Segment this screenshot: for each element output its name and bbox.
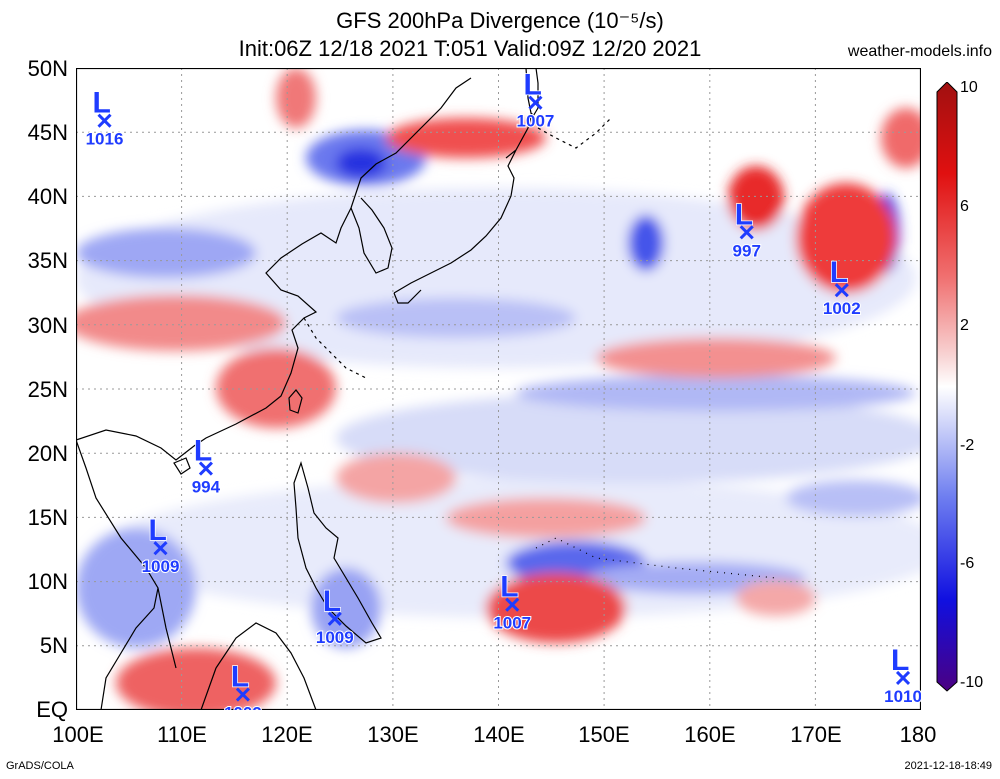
coastlines: [76, 68, 777, 710]
hainan-coast: [173, 457, 191, 475]
low-center-cross: [198, 461, 213, 476]
colorbar-label: -6: [960, 555, 975, 572]
lat-label: 10N: [27, 569, 68, 594]
colorbar-label: -10: [960, 674, 984, 691]
divergence-field: [76, 68, 921, 710]
map-frame: [76, 68, 921, 710]
lat-label: 25N: [27, 377, 68, 402]
micronesia-islands: [535, 537, 777, 579]
low-pressure-marker: L 1016: [85, 86, 125, 150]
low-pressure-marker: L 1007: [492, 570, 532, 634]
low-pressure-value: 1009: [142, 557, 180, 576]
lat-label: 45N: [27, 120, 68, 145]
colorbar-label: 2: [960, 317, 969, 334]
kuril-islands: [537, 117, 612, 149]
map-subtitle: Init:06Z 12/18 2021 T:051 Valid:09Z 12/2…: [238, 36, 702, 61]
lon-label: 110E: [157, 722, 207, 747]
low-symbol: L: [891, 644, 909, 677]
low-symbol: L: [500, 571, 518, 604]
low-symbol: L: [231, 661, 249, 694]
indochina-coast: [76, 439, 177, 710]
lat-label: 30N: [27, 313, 68, 338]
low-center-cross: [528, 95, 543, 110]
lon-label: 160E: [684, 722, 736, 747]
footer-timestamp: 2021-12-18-18:49: [904, 760, 992, 772]
low-pressure-marker: L 997: [732, 198, 762, 262]
borneo-coast: [200, 622, 317, 710]
low-pressure-marker: L 994: [191, 434, 222, 498]
low-pressure-marker: L 1009: [223, 660, 263, 710]
ryukyu-islands: [303, 317, 367, 379]
low-pressure-marker: L 1010: [883, 643, 921, 707]
low-center-cross: [97, 113, 112, 128]
divergence-map: L 1016 L 1007 L 997 L 1002 L 994 L 1009 L 1009 L 1007 L 1…: [76, 68, 921, 710]
japan-coast: [393, 112, 533, 304]
map-title: GFS 200hPa Divergence (10⁻⁵/s): [336, 8, 664, 33]
mainland-coast: [76, 77, 472, 461]
lat-label: 35N: [27, 248, 68, 273]
low-pressure-value: 1002: [823, 299, 861, 318]
low-symbol: L: [93, 87, 111, 120]
sakhalin-coast: [525, 68, 539, 120]
site-credit: weather-models.info: [847, 43, 992, 60]
lat-label: 15N: [27, 505, 68, 530]
taiwan-coast: [288, 389, 303, 414]
colorbar-label: 10: [960, 79, 978, 96]
low-markers-layer: L 1016 L 1007 L 997 L 1002 L 994 L 1009 L 1009 L 1007 L 1…: [85, 68, 921, 710]
low-center-cross: [895, 670, 911, 685]
lat-label: 40N: [27, 184, 68, 209]
colorbar-label: 6: [960, 198, 969, 215]
low-pressure-value: 1009: [224, 704, 262, 710]
low-pressure-value: 1007: [517, 112, 555, 131]
lon-label: 140E: [473, 722, 525, 747]
low-center-cross: [327, 611, 342, 626]
low-pressure-value: 1009: [316, 628, 354, 647]
low-pressure-marker: L 1007: [516, 68, 556, 132]
low-symbol: L: [149, 514, 167, 547]
colorbar: [936, 82, 958, 692]
grid-lines: [76, 68, 921, 710]
low-center-cross: [235, 687, 250, 702]
low-center-cross: [153, 541, 168, 556]
philippines-coast: [293, 461, 382, 644]
footer-software: GrADS/COLA: [6, 760, 74, 772]
lat-label: EQ: [36, 697, 68, 722]
lat-label: 20N: [27, 441, 68, 466]
lon-label: 150E: [578, 722, 630, 747]
lat-label: 50N: [27, 56, 68, 81]
lon-label: 130E: [367, 722, 419, 747]
low-symbol: L: [830, 256, 848, 289]
low-pressure-marker: L 1009: [315, 584, 355, 648]
lon-label: 170E: [790, 722, 842, 747]
low-symbol: L: [194, 435, 212, 468]
low-pressure-marker: L 1002: [822, 255, 862, 319]
low-pressure-value: 1016: [86, 130, 124, 149]
low-pressure-marker: L 1009: [141, 513, 181, 577]
lon-label: 120E: [261, 722, 313, 747]
korea-coast: [350, 197, 393, 274]
low-pressure-value: 997: [733, 241, 761, 260]
low-symbol: L: [523, 69, 541, 102]
low-center-cross: [739, 225, 754, 240]
low-center-cross: [834, 283, 849, 298]
lon-label: 180: [899, 722, 937, 747]
low-symbol: L: [735, 198, 753, 231]
low-center-cross: [505, 597, 520, 612]
lat-label: 5N: [39, 633, 68, 658]
lon-label: 100E: [52, 722, 104, 747]
low-pressure-value: 1010: [884, 687, 921, 706]
colorbar-label: -2: [960, 437, 975, 454]
low-pressure-value: 1007: [493, 614, 531, 633]
low-pressure-value: 994: [192, 478, 221, 497]
low-symbol: L: [323, 585, 341, 618]
